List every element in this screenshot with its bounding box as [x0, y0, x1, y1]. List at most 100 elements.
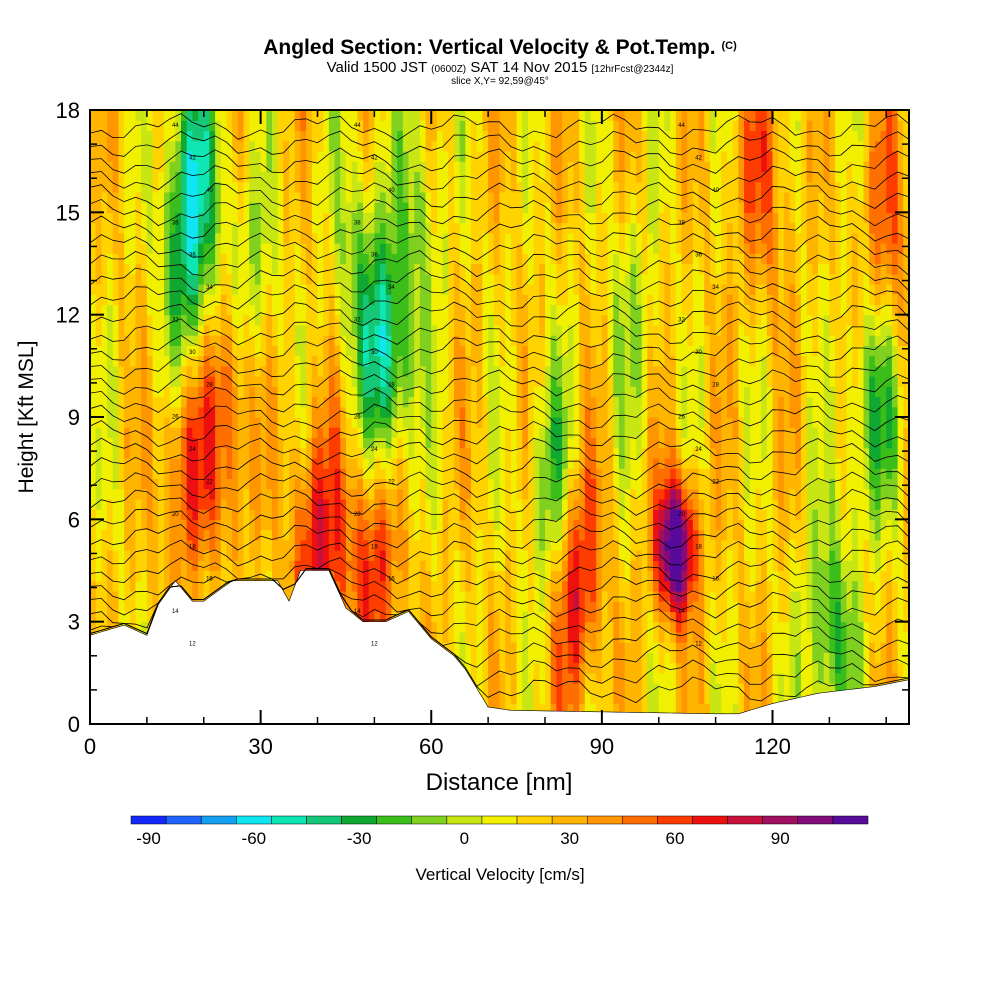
velocity-cell	[454, 509, 461, 520]
velocity-cell	[499, 457, 506, 469]
velocity-cell	[402, 355, 410, 367]
velocity-cell	[539, 283, 546, 295]
velocity-cell	[402, 509, 410, 520]
velocity-cell	[510, 386, 518, 398]
velocity-cell	[527, 355, 535, 367]
velocity-cell	[539, 539, 546, 551]
velocity-cell	[357, 140, 364, 152]
velocity-cell	[334, 488, 341, 500]
velocity-cell	[181, 529, 188, 541]
velocity-cell	[345, 519, 353, 531]
velocity-cell	[243, 376, 250, 387]
velocity-cell	[283, 222, 290, 234]
velocity-cell	[431, 447, 438, 459]
velocity-cell	[306, 130, 313, 142]
velocity-cell	[476, 253, 484, 265]
velocity-cell	[550, 161, 557, 172]
velocity-cell	[510, 314, 518, 326]
velocity-cell	[493, 171, 501, 183]
velocity-cell	[414, 171, 421, 183]
velocity-cell	[124, 273, 131, 285]
velocity-cell	[351, 283, 358, 295]
velocity-cell	[203, 560, 211, 572]
velocity-cell	[533, 406, 540, 418]
velocity-cell	[340, 243, 347, 254]
velocity-cell	[175, 202, 182, 213]
velocity-cell	[152, 243, 159, 254]
velocity-cell	[203, 498, 211, 510]
velocity-cell	[476, 232, 484, 244]
velocity-cell	[380, 437, 387, 449]
velocity-cell	[465, 386, 472, 398]
velocity-cell	[260, 304, 267, 316]
velocity-cell	[243, 417, 250, 428]
velocity-cell	[323, 243, 330, 254]
velocity-cell	[300, 478, 307, 490]
velocity-cell	[266, 488, 273, 500]
velocity-cell	[152, 222, 159, 234]
velocity-cell	[488, 621, 495, 633]
velocity-cell	[505, 161, 512, 172]
velocity-cell	[402, 437, 410, 449]
velocity-cell	[90, 161, 97, 172]
velocity-cell	[459, 202, 466, 213]
velocity-cell	[124, 601, 131, 613]
velocity-cell	[505, 611, 512, 623]
velocity-cell	[266, 253, 273, 265]
velocity-cell	[317, 386, 324, 398]
velocity-cell	[482, 212, 489, 224]
velocity-cell	[266, 498, 273, 510]
velocity-cell	[408, 243, 415, 254]
velocity-cell	[175, 110, 182, 121]
velocity-cell	[459, 406, 466, 418]
velocity-cell	[112, 130, 120, 142]
velocity-cell	[249, 253, 256, 265]
velocity-cell	[232, 181, 239, 193]
velocity-cell	[300, 396, 307, 408]
velocity-cell	[277, 437, 284, 449]
velocity-cell	[442, 191, 449, 203]
velocity-cell	[488, 376, 495, 387]
velocity-cell	[141, 550, 148, 561]
velocity-cell	[459, 110, 466, 121]
velocity-cell	[163, 396, 171, 408]
velocity-cell	[345, 488, 353, 500]
velocity-cell	[129, 601, 137, 613]
velocity-cell	[124, 314, 131, 326]
velocity-cell	[283, 283, 290, 295]
velocity-cell	[493, 478, 501, 490]
velocity-cell	[527, 611, 535, 623]
velocity-cell	[499, 365, 506, 377]
velocity-cell	[448, 570, 455, 582]
velocity-cell	[237, 314, 245, 326]
velocity-cell	[90, 283, 97, 295]
velocity-cell	[414, 570, 421, 582]
velocity-cell	[135, 222, 142, 234]
velocity-cell	[431, 324, 438, 336]
velocity-cell	[209, 457, 216, 469]
velocity-cell	[550, 365, 557, 377]
velocity-cell	[431, 427, 438, 439]
velocity-cell	[254, 570, 262, 582]
velocity-cell	[186, 406, 193, 418]
velocity-cell	[436, 171, 444, 183]
velocity-cell	[90, 590, 97, 602]
velocity-cell	[334, 396, 341, 408]
velocity-cell	[124, 529, 131, 541]
velocity-cell	[95, 355, 102, 367]
velocity-cell	[425, 335, 432, 346]
velocity-cell	[391, 437, 398, 449]
velocity-cell	[425, 365, 432, 377]
velocity-cell	[539, 621, 546, 633]
velocity-cell	[419, 601, 427, 613]
velocity-cell	[294, 365, 302, 377]
velocity-cell	[357, 417, 364, 428]
velocity-cell	[323, 478, 330, 490]
velocity-cell	[345, 376, 353, 387]
velocity-cell	[385, 478, 393, 490]
velocity-cell	[112, 181, 120, 193]
velocity-cell	[101, 263, 108, 275]
velocity-cell	[237, 386, 245, 398]
velocity-cell	[482, 222, 489, 234]
velocity-cell	[254, 273, 262, 285]
